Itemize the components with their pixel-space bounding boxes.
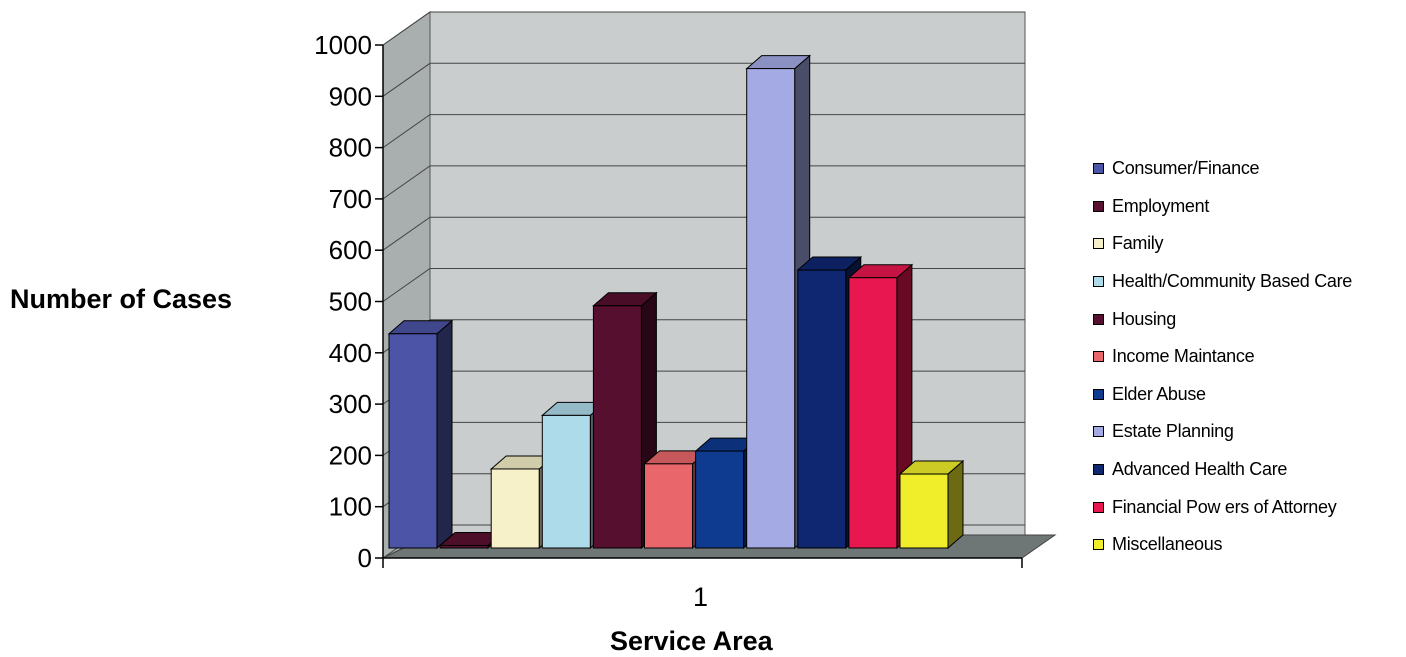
x-tick-label: 1 bbox=[693, 582, 709, 612]
legend-swatch bbox=[1093, 163, 1104, 175]
bar bbox=[387, 319, 454, 550]
y-tick-label: 0 bbox=[358, 543, 372, 573]
bar-front bbox=[695, 450, 745, 549]
bar-front bbox=[388, 333, 438, 549]
bars bbox=[387, 54, 965, 550]
legend-item: Consumer/Finance bbox=[1093, 150, 1352, 188]
bar-front bbox=[490, 468, 540, 549]
legend-label: Advanced Health Care bbox=[1112, 459, 1288, 480]
y-tick-label: 500 bbox=[329, 287, 372, 317]
legend-swatch bbox=[1093, 464, 1104, 476]
legend-swatch bbox=[1093, 351, 1104, 363]
legend-item: Employment bbox=[1093, 188, 1352, 226]
bar-front bbox=[848, 277, 898, 549]
y-tick-label: 700 bbox=[329, 184, 372, 214]
x-axis-title: Service Area bbox=[610, 626, 773, 656]
y-tick-label: 100 bbox=[329, 492, 372, 522]
legend-item: Family bbox=[1093, 225, 1352, 263]
bar-front bbox=[746, 68, 796, 549]
y-axis-title: Number of Cases bbox=[10, 284, 233, 314]
y-tick-label: 600 bbox=[329, 235, 372, 265]
y-tick-label: 1000 bbox=[314, 30, 372, 60]
bar-front bbox=[592, 305, 642, 549]
bar-front bbox=[644, 463, 693, 549]
legend-label: Estate Planning bbox=[1112, 421, 1234, 442]
legend-label: Elder Abuse bbox=[1112, 383, 1206, 404]
y-tick-label: 400 bbox=[329, 338, 372, 368]
legend-label: Family bbox=[1112, 233, 1164, 254]
gridline bbox=[382, 62, 1025, 97]
legend-label: Consumer/Finance bbox=[1112, 158, 1260, 179]
gridline bbox=[382, 11, 1025, 46]
legend-label: Employment bbox=[1112, 195, 1210, 216]
bar-side bbox=[436, 319, 453, 550]
legend-item: Advanced Health Care bbox=[1093, 451, 1352, 489]
legend-item: Estate Planning bbox=[1093, 413, 1352, 451]
bar-front bbox=[541, 414, 591, 549]
legend-item: Elder Abuse bbox=[1093, 376, 1352, 414]
legend-item: Health/Community Based Care bbox=[1093, 263, 1352, 301]
legend-label: Miscellaneous bbox=[1112, 534, 1223, 555]
legend-swatch bbox=[1093, 200, 1104, 212]
legend-swatch bbox=[1093, 539, 1104, 551]
legend-swatch bbox=[1093, 388, 1104, 400]
legend-swatch bbox=[1093, 313, 1104, 325]
bar bbox=[898, 459, 965, 550]
legend-swatch bbox=[1093, 238, 1104, 250]
gridline bbox=[382, 165, 1025, 200]
bar-front bbox=[899, 473, 949, 549]
legend-item: Income Maintance bbox=[1093, 338, 1352, 376]
legend-swatch bbox=[1093, 426, 1104, 438]
bar-front bbox=[797, 269, 847, 549]
y-tick-label: 900 bbox=[329, 81, 372, 111]
legend-label: Housing bbox=[1112, 308, 1176, 329]
y-tick-label: 200 bbox=[329, 440, 372, 470]
y-tick-label: 800 bbox=[329, 133, 372, 163]
gridline bbox=[382, 114, 1025, 149]
legend-label: Income Maintance bbox=[1112, 346, 1255, 367]
y-tick-label: 300 bbox=[329, 389, 372, 419]
legend-item: Miscellaneous bbox=[1093, 526, 1352, 564]
legend-swatch bbox=[1093, 276, 1104, 288]
bar-front bbox=[439, 544, 489, 549]
legend-label: Health/Community Based Care bbox=[1112, 271, 1353, 292]
legend-swatch bbox=[1093, 501, 1104, 513]
legend-label: Financial Pow ers of Attorney bbox=[1112, 496, 1337, 517]
legend: Consumer/Finance Employment Family Health/C… bbox=[1093, 150, 1352, 564]
bar-side bbox=[947, 459, 964, 550]
gridline bbox=[382, 216, 1025, 251]
legend-item: Housing bbox=[1093, 300, 1352, 338]
y-tick-labels: 0 100 200 300 400 500 600 700 800 900 1000 bbox=[314, 30, 383, 573]
legend-item: Financial Pow ers of Attorney bbox=[1093, 488, 1352, 526]
